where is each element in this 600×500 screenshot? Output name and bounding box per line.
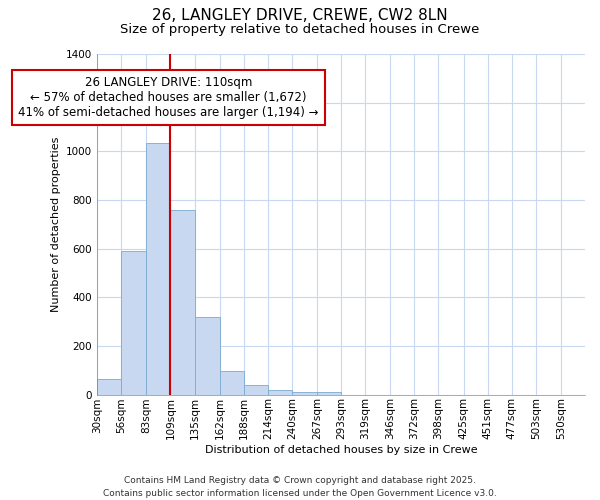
Bar [317,392,341,394]
Bar [268,390,292,394]
Bar [146,143,170,395]
Bar [97,378,121,394]
X-axis label: Distribution of detached houses by size in Crewe: Distribution of detached houses by size … [205,445,478,455]
Bar [292,392,317,394]
Text: Size of property relative to detached houses in Crewe: Size of property relative to detached ho… [121,22,479,36]
Bar [244,385,268,394]
Bar [170,210,194,394]
Text: 26 LANGLEY DRIVE: 110sqm
← 57% of detached houses are smaller (1,672)
41% of sem: 26 LANGLEY DRIVE: 110sqm ← 57% of detach… [19,76,319,119]
Text: Contains HM Land Registry data © Crown copyright and database right 2025.
Contai: Contains HM Land Registry data © Crown c… [103,476,497,498]
Bar [121,251,146,394]
Text: 26, LANGLEY DRIVE, CREWE, CW2 8LN: 26, LANGLEY DRIVE, CREWE, CW2 8LN [152,8,448,22]
Y-axis label: Number of detached properties: Number of detached properties [50,136,61,312]
Bar [220,372,244,394]
Bar [194,316,220,394]
